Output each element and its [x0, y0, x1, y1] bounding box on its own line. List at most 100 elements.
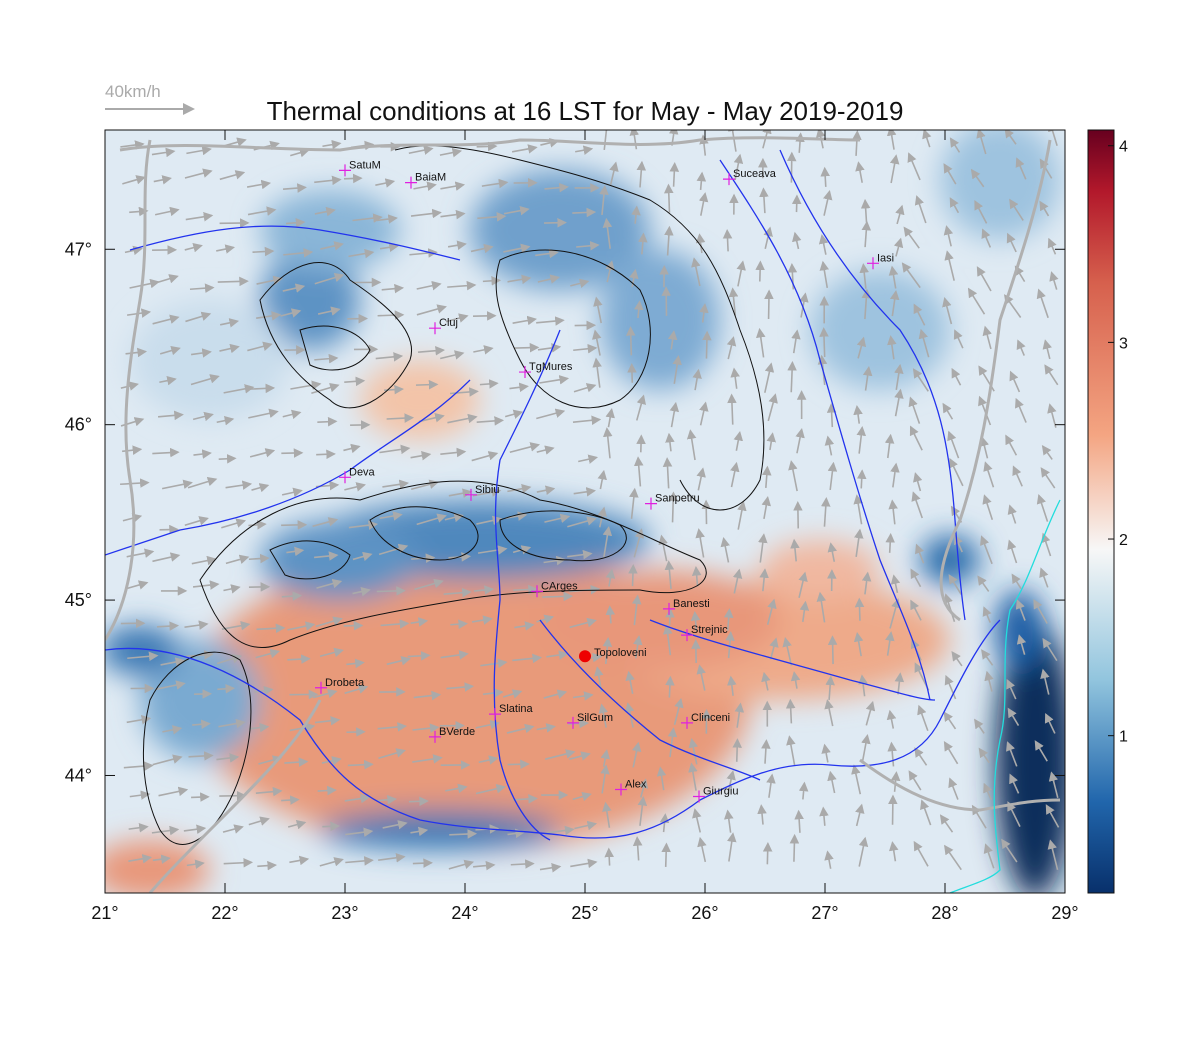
city-label: Cluj — [439, 317, 458, 329]
wind-vector — [574, 820, 598, 831]
wind-vector — [129, 790, 151, 800]
wind-vector — [860, 198, 871, 223]
wind-vector — [602, 427, 613, 459]
wind-vector — [1047, 403, 1057, 428]
wind-vector — [861, 220, 872, 248]
field-patch — [130, 300, 290, 420]
wind-vector — [1047, 839, 1059, 870]
wind-vector — [1006, 232, 1017, 253]
wind-vector — [440, 350, 465, 360]
wind-vector — [659, 813, 670, 833]
wind-vector — [537, 343, 562, 353]
wind-vector — [632, 836, 643, 861]
wind-vector — [757, 804, 767, 825]
wind-vector — [943, 711, 957, 730]
wind-vector — [702, 330, 712, 359]
wind-vector — [412, 723, 440, 733]
wind-vector — [123, 761, 154, 771]
wind-vector — [637, 795, 648, 826]
wind-vector — [536, 485, 556, 495]
wind-vector — [281, 591, 303, 601]
wind-vector — [692, 368, 702, 391]
wind-vector — [602, 217, 613, 249]
wind-vector — [1007, 801, 1021, 827]
wind-vector — [669, 401, 680, 428]
wind-vector — [447, 280, 477, 291]
wind-vector — [688, 762, 698, 791]
wind-vector — [602, 636, 613, 665]
wind-vector — [347, 759, 374, 770]
wind-vector — [283, 248, 314, 258]
wind-vector — [761, 465, 772, 489]
wind-vector — [696, 171, 707, 190]
wind-vector — [907, 152, 921, 181]
wind-vector — [512, 315, 537, 326]
wind-vector — [152, 552, 181, 563]
wind-vector — [1014, 397, 1027, 423]
wind-vector — [858, 674, 868, 697]
wind-vector — [913, 840, 929, 867]
wind-vector — [890, 462, 900, 488]
wind-vector — [417, 345, 446, 356]
wind-vector — [120, 478, 150, 488]
wind-vector — [191, 792, 210, 802]
wind-vector — [1040, 467, 1056, 489]
wind-vector — [944, 250, 955, 281]
wind-vector — [346, 658, 365, 669]
lon-tick-label: 29° — [1051, 903, 1078, 923]
wind-vector — [761, 496, 772, 519]
wind-vector — [788, 460, 798, 492]
wind-vector — [478, 755, 499, 765]
wind-vector — [909, 425, 923, 451]
contour-line — [142, 651, 252, 845]
wind-vector — [251, 483, 270, 493]
wind-vector — [665, 607, 675, 626]
wind-vector — [216, 415, 235, 426]
wind-vector — [625, 670, 635, 694]
wind-vector — [903, 226, 920, 249]
wind-vector — [151, 825, 180, 836]
wind-vector — [605, 260, 615, 283]
wind-vector — [192, 580, 220, 590]
contour-line — [499, 510, 627, 562]
wind-vector — [858, 836, 869, 867]
wind-vector — [791, 329, 801, 354]
wind-vector — [248, 816, 270, 826]
wind-vector — [352, 551, 373, 562]
contour-line — [299, 325, 371, 371]
wind-vector — [416, 304, 447, 316]
wind-vector — [664, 225, 674, 256]
wind-vector — [662, 624, 673, 656]
wind-vector — [949, 137, 961, 153]
wind-vector — [1016, 339, 1026, 356]
wind-vector — [376, 214, 398, 224]
wind-vector — [448, 488, 473, 498]
wind-vector — [218, 453, 237, 464]
city-cross — [519, 366, 531, 379]
wind-vector — [944, 674, 957, 700]
wind-vector — [386, 413, 415, 423]
wind-vector — [755, 327, 766, 358]
wind-vector — [976, 130, 987, 155]
city-label: SilGum — [577, 712, 613, 724]
wind-vector — [477, 212, 507, 222]
wind-vector — [248, 520, 267, 530]
wind-vector — [951, 651, 963, 667]
wind-vector — [767, 393, 778, 422]
wind-vector — [691, 257, 701, 287]
wind-vector — [913, 303, 926, 326]
wind-vector — [853, 494, 863, 525]
wind-vector — [379, 444, 411, 455]
wind-vector — [764, 362, 775, 393]
wind-vector — [535, 248, 559, 259]
wind-vector — [450, 619, 468, 629]
wind-vector — [161, 479, 193, 490]
wind-vector — [287, 621, 316, 631]
wind-vector — [730, 461, 740, 488]
field-patch — [540, 570, 780, 670]
map-title: Thermal conditions at 16 LST for May - M… — [266, 96, 904, 126]
wind-vector — [186, 145, 212, 156]
wind-vector — [799, 292, 809, 318]
lon-tick-label: 27° — [811, 903, 838, 923]
wind-vector — [153, 175, 172, 185]
